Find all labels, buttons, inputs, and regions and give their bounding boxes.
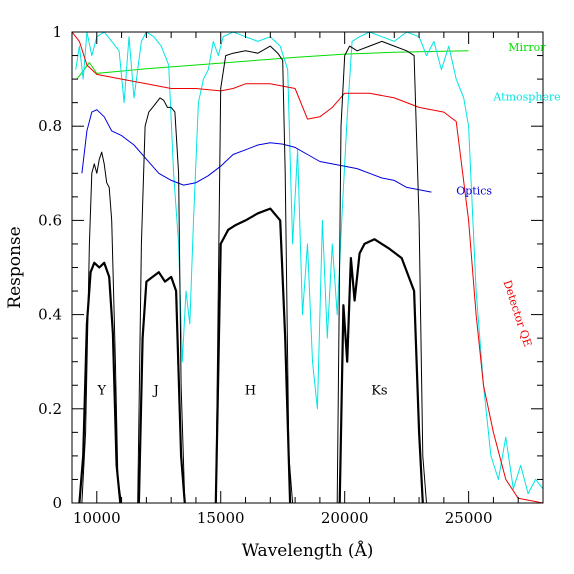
x-tick-label: 15000: [197, 509, 245, 527]
y-tick-label: 0.2: [38, 400, 62, 418]
y-axis-title: Response: [5, 226, 25, 308]
series-layer: [72, 32, 543, 503]
x-axis-title: Wavelength (Å): [242, 540, 374, 561]
series-label-optics: Optics: [456, 184, 492, 197]
band-label-ks: Ks: [371, 384, 387, 399]
series-line-ks-total: [338, 238, 424, 503]
series-label-mirror: Mirror: [508, 41, 546, 54]
series-line-j-total: [137, 271, 186, 503]
x-tick-label: 10000: [73, 509, 121, 527]
series-line-y-thin: [81, 151, 123, 503]
series-line-optics: [81, 109, 432, 193]
series-line-detector-qe: [72, 32, 543, 503]
series-line-h-total: [214, 207, 292, 503]
series-line-atmosphere: [75, 32, 543, 495]
y-tick-label: 1: [52, 23, 62, 41]
series-label-atmosphere: Atmosphere: [492, 90, 560, 103]
band-label-h: H: [245, 384, 256, 399]
y-tick-label: 0.6: [38, 211, 62, 229]
ticks-layer: [71, 31, 544, 504]
x-tick-label: 25000: [445, 509, 493, 527]
y-tick-label: 0.4: [38, 306, 62, 324]
band-label-y: Y: [96, 384, 106, 399]
y-tick-label: 0.8: [38, 117, 62, 135]
series-line-ks-thin: [336, 40, 427, 503]
series-line-h-thin: [215, 45, 294, 503]
series-line-y-total: [78, 261, 122, 503]
series-line-j-thin: [137, 97, 186, 503]
x-tick-label: 20000: [321, 509, 369, 527]
y-tick-label: 0: [52, 494, 62, 512]
band-label-j: J: [152, 384, 159, 399]
series-line-mirror: [76, 50, 469, 80]
series-label-detector-qe: Detector QE: [500, 279, 534, 349]
